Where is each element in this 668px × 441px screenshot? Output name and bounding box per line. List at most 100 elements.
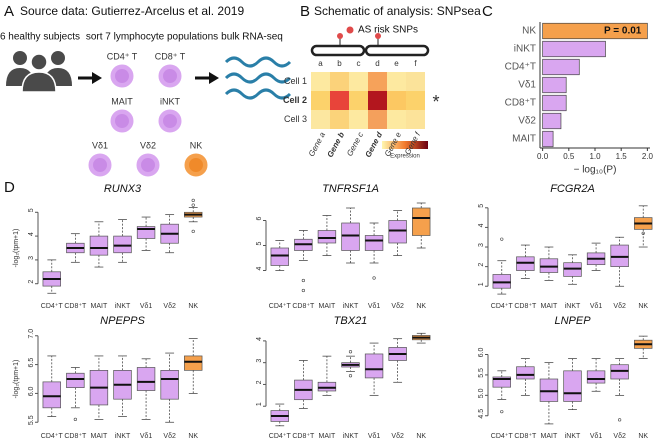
cell-nucleus [163,114,177,128]
heatmap-cell [387,110,406,129]
x-tick-label: Vδ1 [140,433,153,440]
x-tick-label: MAIT [91,303,108,310]
locus-label: b [337,59,342,68]
x-tick-label: MAIT [541,433,558,440]
x-tick-label: Vδ2 [613,303,626,310]
arrow [195,72,219,84]
significance-marker: * [432,92,439,112]
x-tick-label: NK [188,433,198,440]
cell-nucleus [163,69,177,83]
x-tick-label: Vδ1 [140,303,153,310]
heatmap-cell [406,72,425,91]
heatmap-cell [406,91,425,110]
y-axis-label: -log₂(tpm+1) [13,360,20,399]
box [318,231,336,244]
gene-label: Gene b [325,131,346,159]
y-tick-label: 1 [478,282,485,286]
cell-row-label: Cell 3 [284,114,307,124]
rna-waves [226,58,290,98]
x-tick-label: CD8⁺T [64,303,87,310]
x-tick-label: CD8⁺T [292,303,315,310]
y-tick-label: 5 [256,241,263,245]
outlier [192,204,195,207]
chart-title: TNFRSF1A [322,183,379,195]
y-tick-label: 4.5 [478,409,485,419]
category-label: Vδ2 [518,116,536,127]
y-tick-label: 5 [478,204,485,208]
heatmap-cell [311,110,330,129]
y-tick-label: 6 [256,216,263,220]
sort-label: sort 7 lymphocyte populations [86,32,218,43]
heatmap-cell [349,110,368,129]
cell-label: MAIT [111,96,133,106]
box [161,370,179,399]
bar [543,59,580,74]
outlier [349,374,352,377]
y-tick-label: 6.0 [28,386,35,396]
y-axis-label: -log₂(tpm+1) [13,229,20,268]
y-tick-label: 5.5 [28,415,35,425]
outlier [373,277,376,280]
x-tick-label: CD4⁺T [41,433,64,440]
y-tick-label: 4 [256,266,263,270]
heatmap-cell [330,72,349,91]
category-label: MAIT [512,134,536,145]
cell-label: iNKT [160,96,181,106]
gene-label: Gene a [307,130,328,158]
box [365,354,383,378]
bar [543,113,561,128]
x-tick-label: 2.0 [642,152,654,161]
bar [543,131,553,146]
x-tick-label: iNKT [565,433,581,440]
x-tick-label: 0.0 [537,152,549,161]
heatmap-cell [387,91,406,110]
heatmap-cell [368,72,387,91]
people-icon [6,51,72,92]
category-label: Vδ1 [518,80,536,91]
locus-label: d [375,59,379,68]
heatmap-cell [311,91,330,110]
y-tick-label: 6.5 [28,358,35,368]
chart-title: TBX21 [334,315,368,327]
box [389,221,407,244]
annotation: P = 0.01 [604,26,642,37]
x-tick-label: iNKT [565,303,581,310]
outlier [302,279,305,282]
x-tick-label: 1.5 [616,152,628,161]
category-label: CD4⁺T [505,62,536,73]
chart-title: RUNX3 [104,183,142,195]
box [67,373,85,387]
panel-letter: A [4,3,14,20]
x-tick-label: NK [416,433,426,440]
locus-label: f [414,59,417,68]
locus-label: e [394,59,399,68]
x-tick-label: MAIT [319,433,336,440]
outlier [618,419,621,422]
y-tick-label: 4 [28,232,35,236]
x-tick-label: NK [188,303,198,310]
box [184,356,202,370]
y-tick-label: 3 [28,256,35,260]
outlier [74,418,77,421]
locus-label: a [318,59,323,68]
x-tick-label: CD4⁺T [269,433,292,440]
panel-b-title: Schematic of analysis: SNPsea [314,4,481,18]
heatmap-cell [368,110,387,129]
box [271,248,289,266]
box [587,371,605,383]
heatmap-cell [330,91,349,110]
cell-label: Vδ2 [140,140,156,150]
locus-label: c [357,59,361,68]
bulk-label: bulk RNA-seq [221,32,283,43]
x-tick-label: MAIT [541,303,558,310]
box [90,236,108,255]
y-tick-label: 5.0 [478,388,485,398]
x-tick-label: iNKT [115,303,131,310]
outlier [192,199,195,202]
bar [543,95,567,110]
x-tick-label: iNKT [115,433,131,440]
cell-label: Vδ1 [92,140,108,150]
cell-label: NK [190,140,203,150]
bar [543,41,606,56]
box [611,365,629,379]
